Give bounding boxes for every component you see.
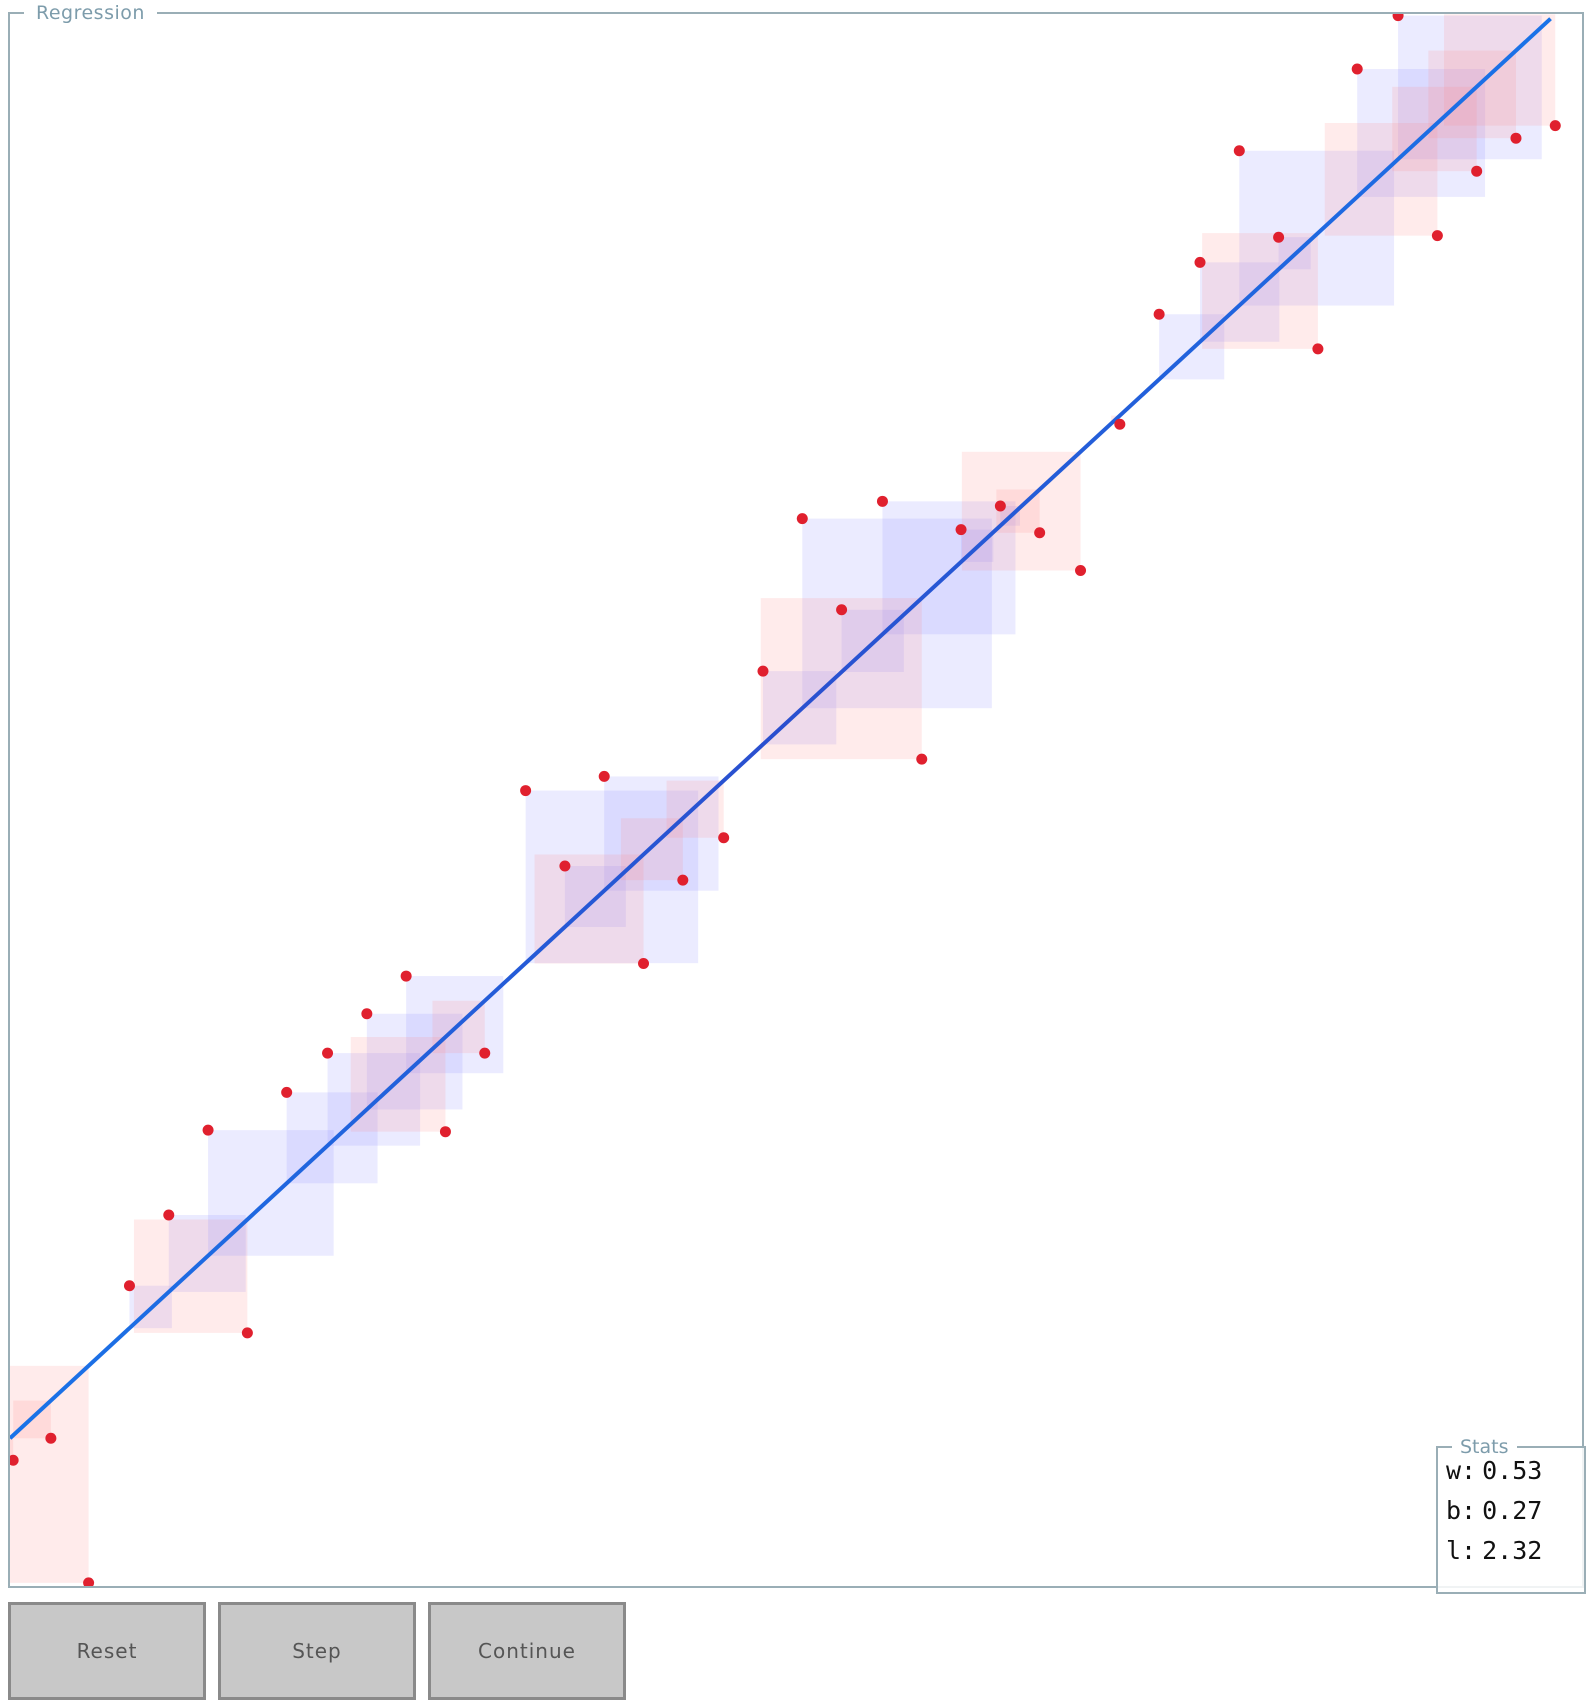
- data-point: [520, 785, 532, 797]
- stat-b-label: b:: [1446, 1496, 1477, 1525]
- data-point: [876, 495, 888, 507]
- residual-square: [10, 1365, 89, 1583]
- stat-w: w: 0.53: [1446, 1456, 1542, 1486]
- stat-b: b: 0.27: [1446, 1496, 1542, 1526]
- residual-squares: [10, 14, 1556, 1583]
- data-point: [1392, 14, 1404, 22]
- data-point: [1114, 418, 1126, 430]
- data-point: [361, 1008, 373, 1020]
- data-point: [400, 970, 412, 982]
- data-point: [322, 1047, 334, 1059]
- data-point: [83, 1577, 95, 1586]
- data-point: [1273, 231, 1285, 243]
- stat-l-value: 2.32: [1482, 1536, 1543, 1565]
- stat-w-label: w:: [1446, 1456, 1477, 1485]
- data-point: [10, 1454, 19, 1466]
- stats-box: Stats w: 0.53 b: 0.27 l: 2.32: [1436, 1436, 1586, 1594]
- data-point: [479, 1047, 491, 1059]
- data-point: [994, 500, 1006, 512]
- data-point: [1351, 63, 1363, 75]
- data-point: [1471, 165, 1483, 177]
- data-point: [1549, 120, 1561, 132]
- data-point: [718, 832, 730, 844]
- data-point: [1075, 564, 1087, 576]
- data-point: [1312, 343, 1324, 355]
- data-point: [1233, 145, 1245, 157]
- continue-button[interactable]: Continue: [428, 1602, 626, 1700]
- regression-plot: [10, 14, 1561, 1586]
- data-point: [1153, 308, 1165, 320]
- data-point: [163, 1209, 175, 1221]
- panel-title: Regression: [24, 2, 157, 24]
- stat-b-value: 0.27: [1482, 1496, 1543, 1525]
- data-point: [796, 513, 808, 525]
- data-point: [281, 1086, 293, 1098]
- data-point: [1431, 230, 1443, 242]
- residual-square: [10, 1435, 14, 1461]
- step-button[interactable]: Step: [218, 1602, 416, 1700]
- fit-line: [10, 17, 1552, 1440]
- data-points: [10, 14, 1561, 1586]
- data-point: [757, 665, 769, 677]
- data-point: [45, 1432, 57, 1444]
- regression-panel: Regression Stats w: 0.53 b: 0.27 l: 2.32: [8, 2, 1586, 1594]
- data-point: [916, 753, 928, 765]
- stat-l-label: l:: [1446, 1536, 1477, 1565]
- data-point: [1034, 527, 1046, 539]
- data-point: [1194, 256, 1206, 268]
- reset-button[interactable]: Reset: [8, 1602, 206, 1700]
- data-point: [1510, 132, 1522, 144]
- data-point: [677, 874, 689, 886]
- data-point: [439, 1126, 451, 1138]
- data-point: [241, 1327, 253, 1339]
- data-point: [836, 604, 848, 616]
- data-point: [202, 1124, 214, 1136]
- stat-w-value: 0.53: [1482, 1456, 1543, 1485]
- stat-l: l: 2.32: [1446, 1536, 1542, 1566]
- stats-title: Stats: [1452, 1436, 1517, 1458]
- data-point: [598, 770, 610, 782]
- data-point: [123, 1280, 135, 1292]
- data-point: [638, 957, 650, 969]
- data-point: [559, 860, 571, 872]
- data-point: [955, 524, 967, 536]
